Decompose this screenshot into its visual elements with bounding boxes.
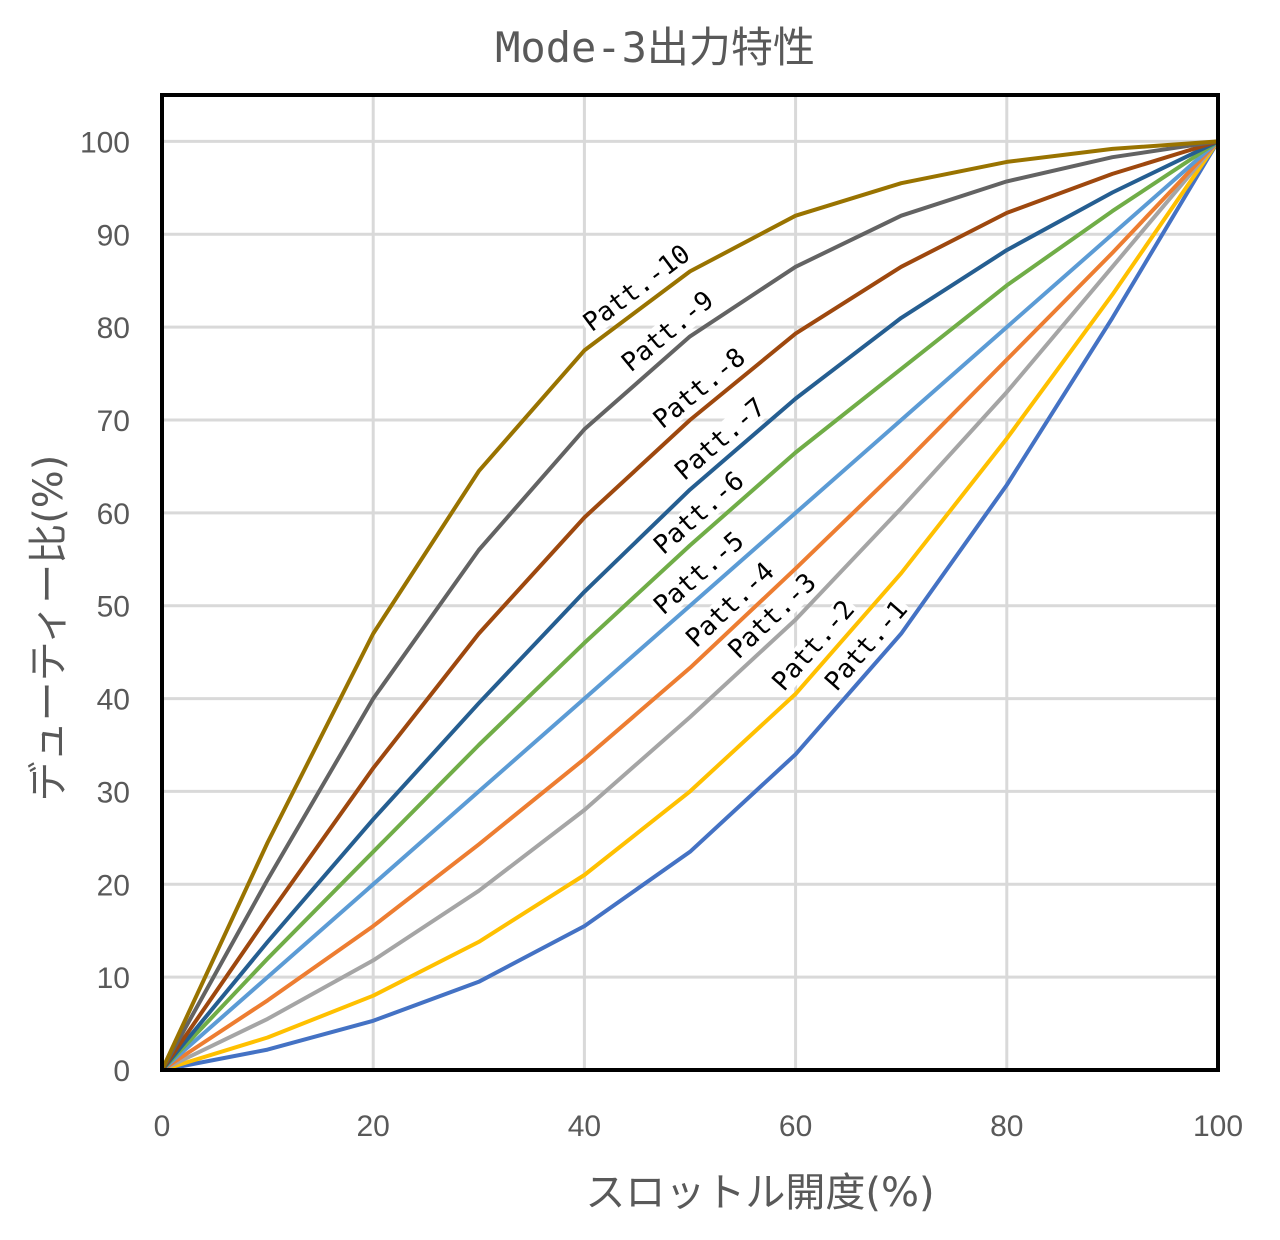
series-label-bg [819, 594, 914, 698]
series-label-bg [615, 285, 721, 378]
series-label-bg [577, 239, 697, 338]
y-axis-label: デューティー比(%) [26, 455, 72, 802]
y-tick-label: 0 [113, 1055, 130, 1088]
series-line-2 [161, 140, 1220, 1072]
chart-title: Mode-3出力特性 [495, 23, 815, 72]
series-label-bg [668, 392, 772, 487]
y-tick-label: 10 [97, 962, 130, 995]
y-tick-label: 50 [97, 591, 130, 624]
x-tick-label: 60 [779, 1110, 812, 1143]
x-tick-label: 0 [154, 1110, 171, 1143]
y-tick-label: 60 [97, 498, 130, 531]
plot-frame [160, 93, 1220, 1072]
series-line-7 [160, 139, 1219, 1072]
x-tick-label: 40 [568, 1110, 601, 1143]
y-tick-label: 100 [80, 126, 130, 159]
y-tick-label: 40 [97, 684, 130, 717]
series-line-3 [161, 140, 1220, 1072]
series-label-bg [647, 342, 752, 435]
series-label-bg [647, 526, 751, 621]
series-line-10 [160, 139, 1219, 1071]
y-tick-label: 80 [97, 312, 130, 345]
y-tick-label: 90 [97, 219, 130, 252]
series-labels: Patt.-1Patt.-2Patt.-3Patt.-4Patt.-5Patt.… [577, 239, 914, 698]
series-label-bg [722, 567, 823, 666]
series-line-4 [160, 140, 1220, 1072]
series-line-9 [160, 139, 1219, 1071]
y-tick-label: 20 [97, 869, 130, 902]
series-label-bg [647, 466, 751, 561]
y-axis-ticks: 0 10 20 30 40 50 60 70 80 90 100 [80, 126, 130, 1088]
series-line-6 [160, 139, 1220, 1072]
series-line-1 [161, 140, 1220, 1072]
x-tick-label: 80 [990, 1110, 1023, 1143]
series-label-bg [766, 594, 861, 698]
y-tick-label: 70 [97, 405, 130, 438]
series-line-8 [160, 139, 1219, 1072]
series-lines [160, 139, 1220, 1072]
y-tick-label: 30 [97, 776, 130, 809]
x-axis-label: スロットル開度(%) [585, 1170, 934, 1216]
x-tick-label: 20 [357, 1110, 390, 1143]
series-label-bg [680, 556, 781, 654]
x-tick-label: 100 [1193, 1110, 1243, 1143]
x-axis-ticks: 0 20 40 60 80 100 [154, 1110, 1243, 1143]
series-line-5 [160, 139, 1220, 1072]
